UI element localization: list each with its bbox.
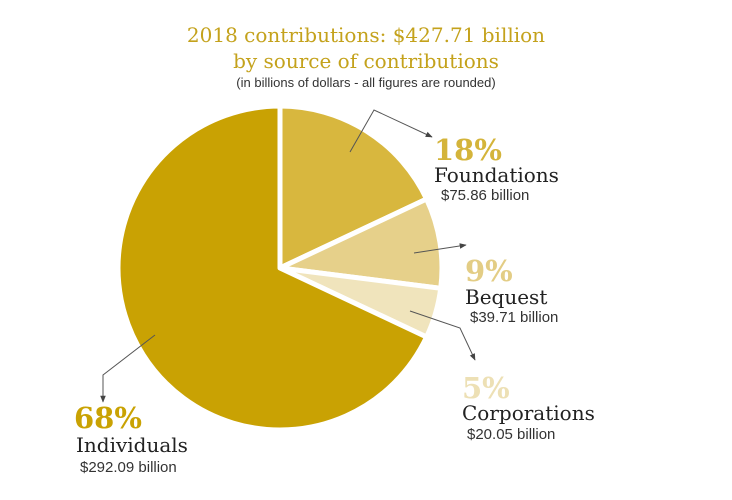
label-corporations: 5% Corporations $20.05 billion <box>462 371 595 443</box>
percent-label: 9% <box>465 254 513 288</box>
pie-slice-individuals <box>115 103 430 433</box>
category-label: Foundations <box>434 163 559 187</box>
chart-title: 2018 contributions: $427.71 billion <box>187 23 545 47</box>
category-label: Individuals <box>76 433 188 457</box>
pie-slice-foundations <box>277 103 430 271</box>
leader-individuals <box>100 334 156 403</box>
value-label: $39.71 billion <box>470 309 558 326</box>
leader-corporations <box>409 310 476 361</box>
percent-label: 68% <box>74 401 142 435</box>
pie-slices <box>115 103 445 433</box>
leader-foundations <box>349 109 433 153</box>
category-label: Corporations <box>462 401 595 425</box>
category-label: Bequest <box>465 285 547 309</box>
value-label: $20.05 billion <box>467 426 555 443</box>
label-bequest: 9% Bequest $39.71 billion <box>465 254 558 326</box>
leader-bequest <box>413 243 467 254</box>
label-foundations: 18% Foundations $75.86 billion <box>434 133 559 204</box>
value-label: $292.09 billion <box>80 459 177 476</box>
chart-note: (in billions of dollars - all figures ar… <box>236 75 495 90</box>
percent-label: 5% <box>462 371 510 405</box>
label-individuals: 68% Individuals $292.09 billion <box>74 401 188 476</box>
chart-subtitle: by source of contributions <box>233 49 499 73</box>
percent-label: 18% <box>434 133 502 167</box>
value-label: $75.86 billion <box>441 187 529 204</box>
